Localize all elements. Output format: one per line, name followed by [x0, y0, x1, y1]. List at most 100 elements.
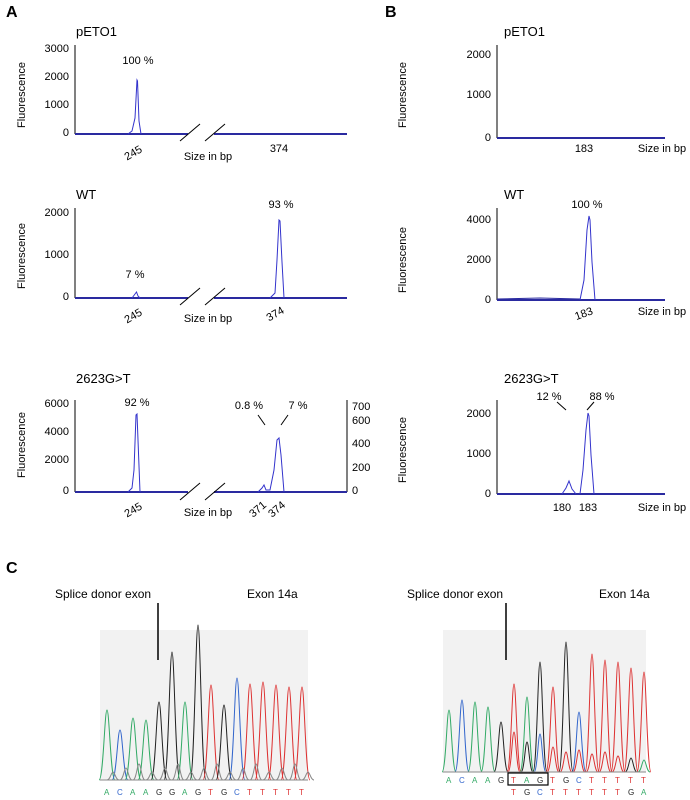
chart-a3-ytick: 0: [63, 485, 69, 497]
trace-peak: [223, 771, 237, 781]
base-call: G: [221, 788, 227, 797]
chart-a1-ylabel: Fluorescence: [16, 62, 28, 128]
base-call: G: [563, 776, 569, 785]
chart-a2-peak-label: 7 %: [126, 269, 145, 281]
chart-b2-ytick: 0: [485, 294, 491, 306]
trace-peak: [597, 659, 613, 773]
trace-peak: [571, 711, 587, 773]
trace-peak: [624, 757, 638, 773]
trace-peak: [559, 751, 573, 773]
trace-peak: [532, 661, 548, 773]
chart-a3-xtick: 374: [266, 499, 288, 520]
trace-peak: [202, 684, 220, 781]
trace-peak: [176, 701, 194, 781]
base-call: A: [104, 788, 110, 797]
trace-peak: [280, 686, 298, 781]
trace-peak: [454, 699, 470, 773]
chart-a3-y2tick: 400: [352, 438, 370, 450]
splice-donor-label: Splice donor exon: [55, 587, 151, 601]
base-call: T: [247, 788, 252, 797]
base-call: A: [641, 788, 647, 797]
chart-b3-xtick: 180: [553, 502, 571, 514]
sequencing-left: Splice donor exon Exon 14a A C A A G G A…: [55, 587, 315, 797]
chart-a2-peak-label: 93 %: [268, 199, 293, 211]
chart-b3-peak-label: 88 %: [589, 391, 614, 403]
chart-b3-peak-label: 12 %: [536, 391, 561, 403]
base-call: T: [641, 776, 646, 785]
trace-peak: [545, 686, 561, 773]
base-call: G: [524, 788, 530, 797]
chart-a2-ytick: 1000: [45, 249, 69, 261]
base-call: G: [169, 788, 175, 797]
chart-a2-ytick: 2000: [45, 207, 69, 219]
chart-a1-xlabel: Size in bp: [184, 151, 232, 163]
trace-peak: [288, 763, 302, 781]
base-call: A: [143, 788, 149, 797]
chart-a3: 2623G>T Fluorescence 0 2000 4000 6000 0 …: [16, 371, 370, 520]
sequencing-right: Splice donor exon Exon 14a A C A A G T A…: [407, 587, 652, 797]
trace-peak: [215, 704, 233, 781]
trace-peak: [106, 771, 120, 781]
chart-b3-peak: [561, 479, 577, 495]
chart-a3-peak: [257, 436, 285, 493]
chart-b3-xlabel: Size in bp: [638, 502, 686, 514]
trace-peak: [98, 709, 116, 781]
trace-peak: [210, 763, 224, 781]
chart-a2: WT Fluorescence 0 1000 2000 7 % 93 % 245…: [16, 187, 347, 326]
base-call: T: [273, 788, 278, 797]
chart-b3-ylabel: Fluorescence: [397, 417, 409, 483]
trace-peak: [611, 755, 625, 773]
trace-peak: [150, 701, 168, 781]
trace-peak: [558, 641, 574, 773]
trace-peak: [119, 767, 133, 781]
chart-a1-xtick: 245: [123, 144, 145, 164]
chart-b1-ylabel: Fluorescence: [397, 62, 409, 128]
trace-peak: [249, 763, 263, 781]
base-call: C: [459, 776, 465, 785]
chart-b3-peak: [579, 412, 595, 495]
trace-peak: [301, 771, 315, 781]
chart-b1-ytick: 1000: [467, 89, 491, 101]
chart-a2-peak: [269, 218, 285, 299]
chart-a1-ytick: 1000: [45, 99, 69, 111]
base-call: A: [130, 788, 136, 797]
chromatogram-right: [441, 641, 652, 773]
trace-peak: [184, 771, 198, 781]
trace-peak: [533, 733, 547, 773]
chart-b1-ytick: 0: [485, 132, 491, 144]
trace-peak: [197, 767, 211, 781]
base-call: C: [117, 788, 123, 797]
chart-a3-peak: [127, 412, 141, 493]
trace-peak: [241, 683, 259, 781]
chart-a3-peak-label: 7 %: [289, 400, 308, 412]
chart-a1-ytick: 2000: [45, 71, 69, 83]
chart-b2-title: WT: [504, 187, 524, 202]
base-calls-right-secondary: T G C T T T T T T G A: [511, 788, 647, 797]
chart-a2-xlabel: Size in bp: [184, 313, 232, 325]
trace-peak: [228, 677, 246, 781]
base-call: T: [511, 788, 516, 797]
chart-a2-xtick: 245: [123, 307, 145, 327]
base-call: C: [234, 788, 240, 797]
chart-a3-xtick: 371: [247, 499, 269, 520]
trace-peak: [623, 667, 639, 773]
chart-a3-y2tick: 200: [352, 462, 370, 474]
chart-a1-title: pETO1: [76, 24, 117, 39]
chart-a2-title: WT: [76, 187, 96, 202]
base-call: G: [628, 788, 634, 797]
chart-b3-ytick: 1000: [467, 448, 491, 460]
chart-b1-xtick: 183: [575, 143, 593, 155]
chromatogram-left: [98, 624, 315, 781]
chart-a3-ytick: 4000: [45, 426, 69, 438]
trace-peak: [262, 771, 276, 781]
chart-a2-xtick: 374: [265, 305, 287, 325]
base-call: A: [485, 776, 491, 785]
trace-peak: [507, 731, 521, 773]
base-call: T: [511, 776, 516, 785]
trace-peak: [637, 759, 651, 773]
trace-peak: [137, 719, 155, 781]
chart-a1-peak-label: 100 %: [122, 55, 153, 67]
chart-b2-peak: [579, 215, 596, 301]
chart-a3-title: 2623G>T: [76, 371, 131, 386]
trace-peak: [598, 751, 612, 773]
